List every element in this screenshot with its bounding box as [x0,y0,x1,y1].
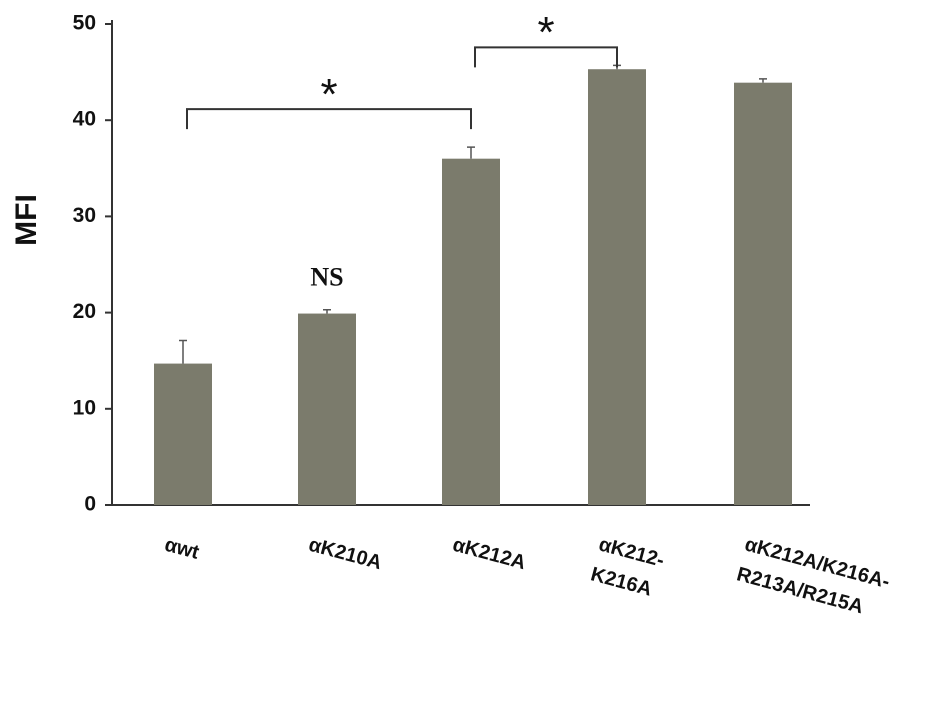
bar [588,69,646,506]
error-bar [179,339,187,364]
y-tick-label: 20 [73,300,96,323]
bar [154,363,212,505]
x-tick-label: αK212A/K216A-R213A/R215A [734,534,892,624]
error-bar [323,308,331,314]
x-tick-label: αK212-K216A [588,534,666,602]
error-bar [759,78,767,83]
y-tick-label: 10 [73,396,96,419]
y-tick-label: 30 [73,204,96,227]
annotation: NS [310,263,343,292]
x-tick-label: αK210A [306,534,384,575]
significance-bracket [186,108,472,130]
bar [734,82,792,505]
x-tick-label: αK212A [450,534,528,575]
x-tick-label: αwt [162,534,201,564]
bar [298,313,356,505]
significance-label: * [537,8,554,57]
y-tick-label: 0 [84,493,96,516]
significance-label: * [320,70,337,119]
error-bar [467,146,475,159]
significance-bracket [474,46,618,68]
y-tick-label: 40 [73,108,96,131]
bar [442,158,500,505]
y-axis-label: MFI [10,194,43,246]
y-tick-label: 50 [73,12,96,35]
